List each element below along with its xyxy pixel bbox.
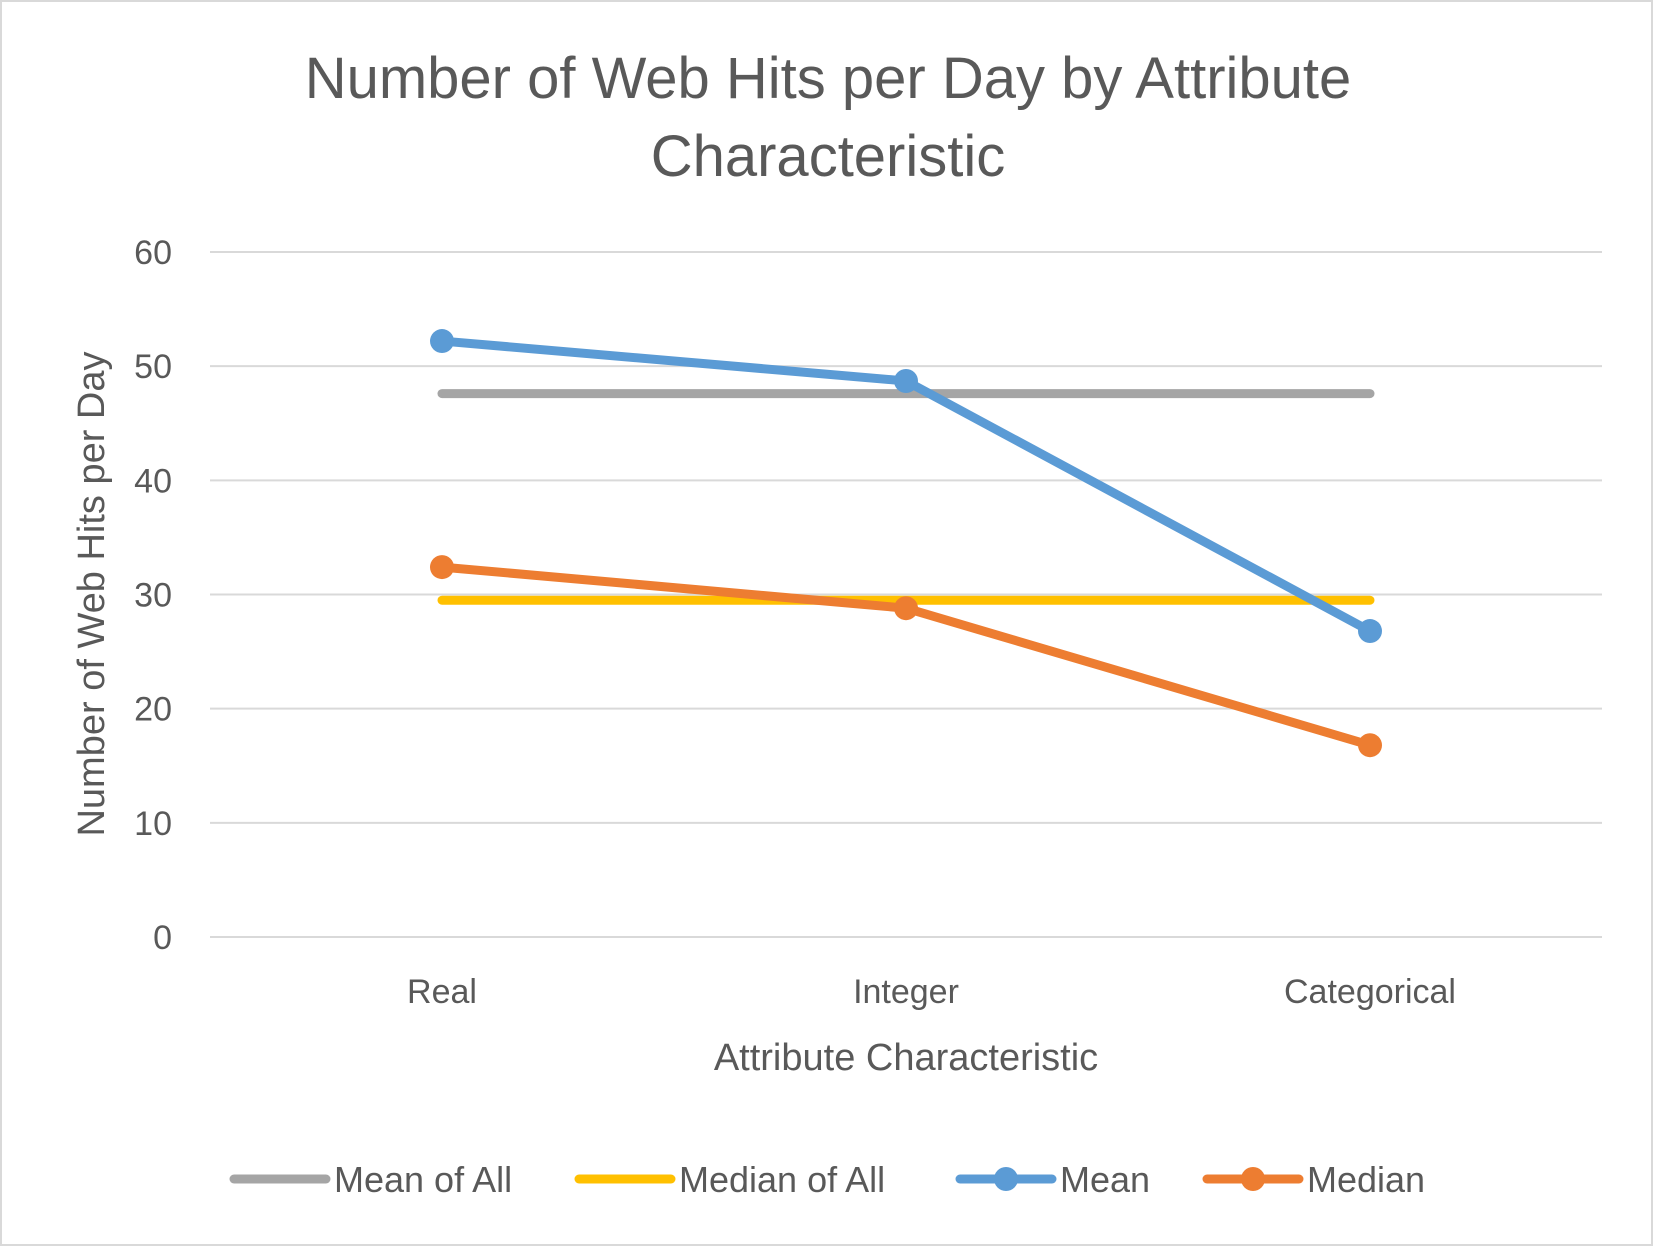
- y-tick-label: 10: [134, 805, 172, 843]
- y-tick-label: 20: [134, 691, 172, 729]
- data-point-mean: [894, 369, 918, 394]
- legend: Mean of All Median of All Mean Median: [229, 1159, 1425, 1200]
- legend-item-mean-of-all: Mean of All: [229, 1159, 512, 1200]
- y-tick-label: 40: [134, 462, 172, 500]
- y-tick-label: 50: [134, 348, 172, 386]
- x-tick-label: Categorical: [1284, 973, 1456, 1011]
- legend-item-median: Median: [1202, 1159, 1425, 1200]
- plot-series: [430, 329, 1382, 758]
- x-tick-label: Real: [407, 973, 477, 1011]
- x-axis-ticks: Real Integer Categorical: [407, 973, 1456, 1011]
- gridlines: [210, 251, 1602, 938]
- y-tick-label: 30: [134, 577, 172, 615]
- data-point-mean: [430, 329, 454, 354]
- legend-label-mean: Mean: [1060, 1159, 1150, 1200]
- y-axis-ticks: 0 10 20 30 40 50 60: [134, 234, 172, 957]
- data-point-median: [894, 596, 918, 621]
- data-point-median: [430, 555, 454, 580]
- y-axis-title: Number of Web Hits per Day: [71, 351, 113, 836]
- data-point-median: [1358, 733, 1382, 758]
- y-tick-label: 0: [153, 919, 172, 957]
- legend-label-median-of-all: Median of All: [679, 1159, 885, 1200]
- x-axis-title: Attribute Characteristic: [714, 1037, 1098, 1079]
- legend-item-mean: Mean: [955, 1159, 1150, 1200]
- legend-marker-mean: [994, 1167, 1018, 1191]
- legend-marker-median: [1241, 1167, 1265, 1191]
- legend-item-median-of-all: Median of All: [574, 1159, 885, 1200]
- legend-label-median: Median: [1307, 1159, 1425, 1200]
- y-tick-label: 60: [134, 234, 172, 272]
- chart-title-line-1: Number of Web Hits per Day by Attribute: [305, 46, 1352, 111]
- legend-label-mean-of-all: Mean of All: [334, 1159, 512, 1200]
- data-point-mean: [1358, 619, 1382, 644]
- x-tick-label: Integer: [853, 973, 959, 1011]
- chart-title-line-2: Characteristic: [651, 124, 1006, 189]
